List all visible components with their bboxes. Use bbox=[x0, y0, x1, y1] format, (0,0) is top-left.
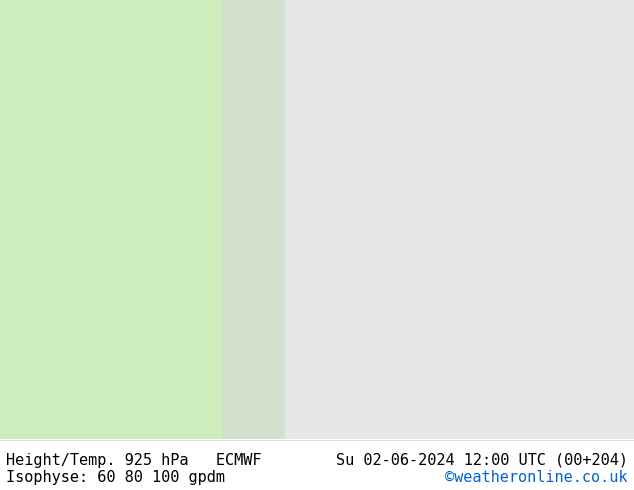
FancyBboxPatch shape bbox=[222, 0, 634, 439]
Text: Isophyse: 60 80 100 gpdm: Isophyse: 60 80 100 gpdm bbox=[6, 470, 225, 485]
FancyBboxPatch shape bbox=[0, 0, 285, 439]
Text: ©weatheronline.co.uk: ©weatheronline.co.uk bbox=[445, 470, 628, 485]
Text: Su 02-06-2024 12:00 UTC (00+204): Su 02-06-2024 12:00 UTC (00+204) bbox=[335, 453, 628, 468]
Text: Height/Temp. 925 hPa   ECMWF: Height/Temp. 925 hPa ECMWF bbox=[6, 453, 262, 468]
